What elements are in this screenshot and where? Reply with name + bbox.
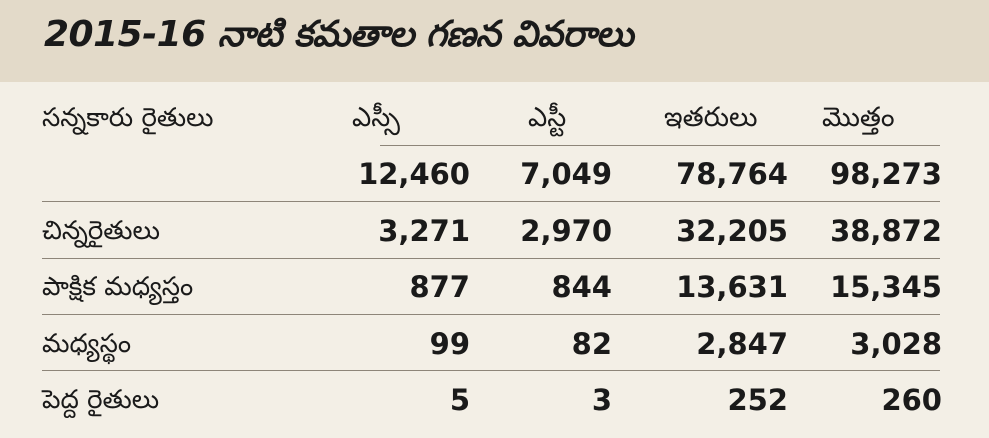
cell-sc: 877 — [409, 270, 470, 304]
cell-st: 82 — [571, 327, 612, 361]
table-title: 2015-16 నాటి కమతాల గణన వివరాలు — [44, 14, 634, 55]
cell-total: 38,872 — [830, 214, 942, 248]
cell-total: 260 — [881, 383, 942, 417]
row-divider — [42, 201, 940, 202]
cell-sc: 99 — [429, 327, 470, 361]
row-label: పెద్ద రైతులు — [42, 385, 160, 415]
cell-sc: 5 — [449, 383, 470, 417]
title-bar: 2015-16 నాటి కమతాల గణన వివరాలు — [0, 0, 989, 82]
cell-st: 844 — [551, 270, 612, 304]
cell-others: 252 — [727, 383, 788, 417]
cell-st: 2,970 — [520, 214, 612, 248]
holdings-table — [0, 82, 989, 438]
row-label: మధ్యస్థం — [42, 329, 132, 359]
row-divider — [42, 314, 940, 315]
cell-total: 3,028 — [850, 327, 942, 361]
row-divider — [42, 370, 940, 371]
cell-others: 78,764 — [676, 157, 788, 191]
cell-st: 7,049 — [520, 157, 612, 191]
header-sc: ఎస్సీ — [352, 102, 400, 133]
cell-sc: 12,460 — [358, 157, 470, 191]
header-label-column: సన్నకారు రైతులు — [42, 103, 214, 133]
cell-total: 98,273 — [830, 157, 942, 191]
header-divider — [380, 145, 940, 146]
cell-others: 2,847 — [696, 327, 788, 361]
header-st: ఎస్టీ — [528, 102, 567, 133]
cell-others: 13,631 — [676, 270, 788, 304]
header-total: మొత్తం — [822, 102, 895, 133]
cell-st: 3 — [591, 383, 612, 417]
row-label: పాక్షిక మధ్యస్తం — [42, 272, 194, 302]
cell-total: 15,345 — [830, 270, 942, 304]
row-label: చిన్నరైతులు — [42, 216, 160, 246]
cell-sc: 3,271 — [378, 214, 470, 248]
row-divider — [42, 258, 940, 259]
cell-others: 32,205 — [676, 214, 788, 248]
header-others: ఇతరులు — [664, 102, 758, 133]
